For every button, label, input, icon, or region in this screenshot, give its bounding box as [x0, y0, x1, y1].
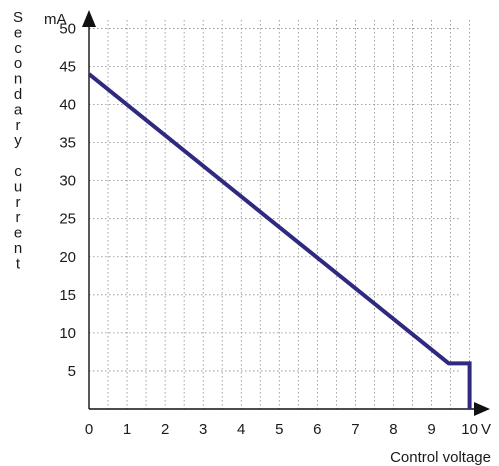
x-tick-label: 1	[123, 421, 131, 438]
x-unit-label: V	[481, 421, 491, 438]
x-tick-label: 7	[351, 421, 359, 438]
x-tick-label: 0	[85, 421, 93, 438]
y-tick-labels: 5 10 15 20 25 30 35 40 45 50	[59, 20, 76, 380]
x-tick-label: 9	[427, 421, 435, 438]
y-tick-label: 35	[59, 135, 76, 152]
x-tick-label: 3	[199, 421, 207, 438]
x-tick-label: 8	[389, 421, 397, 438]
y-tick-label: 50	[59, 20, 76, 37]
y-tick-label: 30	[59, 173, 76, 190]
y-axis-arrow-icon	[82, 10, 96, 27]
axes	[82, 10, 490, 416]
y-tick-label: 25	[59, 211, 76, 228]
y-unit-label: mA	[44, 11, 67, 28]
x-axis-arrow-icon	[474, 402, 490, 416]
x-tick-labels: 0 1 2 3 4 5 6 7 8 9 10	[85, 421, 478, 438]
grid	[89, 20, 470, 409]
x-tick-label: 2	[161, 421, 169, 438]
y-tick-label: 45	[59, 58, 76, 75]
series-line	[87, 72, 472, 409]
y-tick-label: 5	[68, 363, 76, 380]
y-tick-label: 15	[59, 287, 76, 304]
x-axis-title: Control voltage	[390, 449, 491, 466]
y-tick-label: 20	[59, 249, 76, 266]
y-tick-label: 10	[59, 325, 76, 342]
x-tick-label: 10	[461, 421, 478, 438]
x-tick-label: 4	[237, 421, 245, 438]
series	[87, 72, 472, 409]
x-tick-label: 5	[275, 421, 283, 438]
x-tick-label: 6	[313, 421, 321, 438]
y-tick-label: 40	[59, 97, 76, 114]
